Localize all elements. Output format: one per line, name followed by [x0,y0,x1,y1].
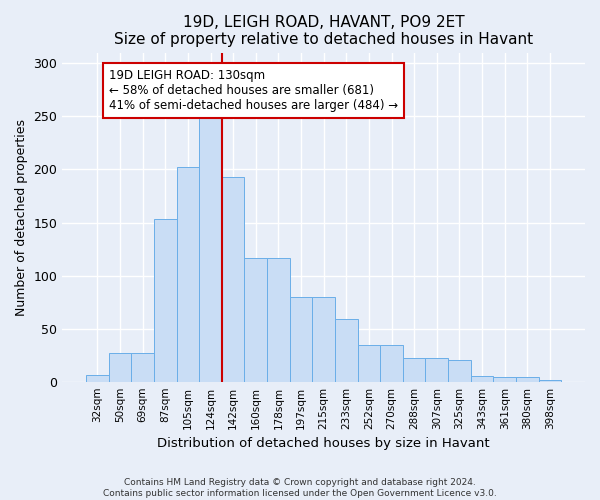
Title: 19D, LEIGH ROAD, HAVANT, PO9 2ET
Size of property relative to detached houses in: 19D, LEIGH ROAD, HAVANT, PO9 2ET Size of… [114,15,533,48]
Bar [335,319,358,382]
Bar [109,353,131,382]
Bar [403,358,425,382]
Bar [358,344,380,382]
Bar [199,116,222,382]
Bar [425,358,448,382]
Bar [516,378,539,382]
Y-axis label: Number of detached properties: Number of detached properties [15,118,28,316]
Bar [244,258,267,382]
Bar [539,380,561,382]
Bar [493,378,516,382]
Bar [313,297,335,382]
Bar [471,376,493,382]
Bar [176,168,199,382]
Bar [154,220,176,382]
Bar [380,344,403,382]
Text: Contains HM Land Registry data © Crown copyright and database right 2024.
Contai: Contains HM Land Registry data © Crown c… [103,478,497,498]
Bar [222,177,244,382]
Bar [448,360,471,382]
Text: 19D LEIGH ROAD: 130sqm
← 58% of detached houses are smaller (681)
41% of semi-de: 19D LEIGH ROAD: 130sqm ← 58% of detached… [109,68,398,112]
X-axis label: Distribution of detached houses by size in Havant: Distribution of detached houses by size … [157,437,490,450]
Bar [267,258,290,382]
Bar [86,376,109,382]
Bar [290,297,313,382]
Bar [131,353,154,382]
